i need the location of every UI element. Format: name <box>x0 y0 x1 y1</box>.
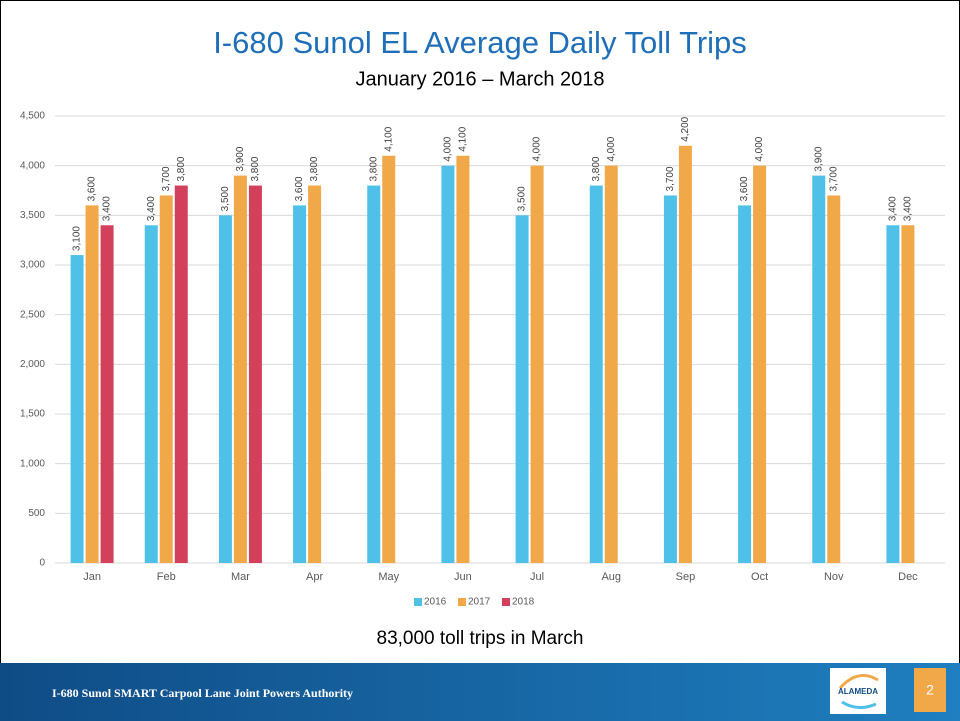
logo-arc <box>838 674 879 690</box>
bar <box>901 225 915 563</box>
y-tick-label: 0 <box>39 558 45 569</box>
data-label: 4,200 <box>680 116 691 141</box>
page-number-box <box>914 668 946 712</box>
x-tick-label: Aug <box>601 571 621 583</box>
data-label: 3,700 <box>161 166 172 191</box>
logo-text: ALAMEDA <box>838 687 878 696</box>
x-tick-label: Nov <box>824 571 844 583</box>
bar <box>308 185 322 564</box>
x-tick-label: Apr <box>306 571 323 583</box>
data-label: 3,600 <box>294 176 305 201</box>
x-tick-label: May <box>378 571 399 583</box>
data-label: 4,100 <box>383 126 394 151</box>
bar <box>886 225 900 563</box>
bar <box>530 165 544 563</box>
data-label: 3,700 <box>665 166 676 191</box>
page-number: 2 <box>926 682 934 698</box>
y-tick-label: 2,500 <box>20 309 45 320</box>
bar <box>85 205 99 563</box>
data-label: 3,800 <box>309 156 320 181</box>
bar <box>218 215 232 564</box>
y-tick-label: 3,500 <box>20 210 45 221</box>
annotation: 83,000 toll trips in March <box>377 628 584 649</box>
bar <box>812 175 826 563</box>
legend-swatch <box>502 598 510 606</box>
bar <box>159 195 173 563</box>
data-label: 4,100 <box>458 126 469 151</box>
bar <box>753 165 767 563</box>
legend-swatch <box>458 598 466 606</box>
data-label: 3,400 <box>888 196 899 221</box>
bar <box>248 185 262 564</box>
data-label: 3,900 <box>235 146 246 171</box>
y-tick-label: 500 <box>28 508 45 519</box>
bar <box>678 145 692 564</box>
x-tick-label: Sep <box>676 571 696 583</box>
y-tick-label: 1,000 <box>20 458 45 469</box>
bar <box>100 225 114 563</box>
bar <box>233 175 247 563</box>
chart-subtitle: January 2016 – March 2018 <box>355 68 604 90</box>
bar <box>70 255 84 564</box>
x-tick-label: Jul <box>530 571 544 583</box>
data-label: 4,000 <box>606 136 617 161</box>
bar <box>174 185 188 564</box>
data-label: 3,400 <box>102 196 113 221</box>
data-label: 3,800 <box>368 156 379 181</box>
x-tick-label: Jun <box>454 571 472 583</box>
footer-text: I-680 Sunol SMART Carpool Lane Joint Pow… <box>52 686 353 700</box>
data-label: 4,000 <box>754 136 765 161</box>
data-label: 3,600 <box>739 176 750 201</box>
y-tick-label: 1,500 <box>20 409 45 420</box>
y-tick-label: 4,500 <box>20 111 45 122</box>
bar <box>827 195 841 563</box>
data-label: 3,100 <box>72 226 83 251</box>
x-tick-label: Feb <box>157 571 176 583</box>
x-tick-label: Mar <box>231 571 250 583</box>
y-tick-label: 3,000 <box>20 260 45 271</box>
bar <box>367 185 381 564</box>
data-label: 3,600 <box>87 176 98 201</box>
legend-label: 2018 <box>512 597 535 608</box>
bar <box>382 155 396 563</box>
legend-label: 2016 <box>424 597 447 608</box>
data-label: 3,400 <box>146 196 157 221</box>
data-label: 4,000 <box>532 136 543 161</box>
bar <box>456 155 470 563</box>
data-label: 3,700 <box>828 166 839 191</box>
data-label: 3,800 <box>176 156 187 181</box>
bar <box>604 165 618 563</box>
data-label: 3,800 <box>250 156 261 181</box>
legend-label: 2017 <box>468 597 491 608</box>
bar <box>293 205 307 563</box>
bar <box>441 165 455 563</box>
data-label: 3,500 <box>517 186 528 211</box>
data-label: 3,900 <box>813 146 824 171</box>
bar <box>663 195 677 563</box>
logo-arc <box>841 700 877 709</box>
bar <box>738 205 752 563</box>
chart-title: I-680 Sunol EL Average Daily Toll Trips <box>213 25 747 60</box>
data-label: 3,800 <box>591 156 602 181</box>
x-tick-label: Dec <box>898 571 918 583</box>
x-tick-label: Jan <box>83 571 101 583</box>
data-label: 4,000 <box>443 136 454 161</box>
y-tick-label: 4,000 <box>20 160 45 171</box>
bar <box>515 215 529 564</box>
x-tick-label: Oct <box>751 571 768 583</box>
footer-bar <box>0 663 960 721</box>
bar <box>144 225 158 563</box>
data-label: 3,500 <box>220 186 231 211</box>
bar <box>589 185 603 564</box>
data-label: 3,400 <box>903 196 914 221</box>
y-tick-label: 2,000 <box>20 359 45 370</box>
legend-swatch <box>414 598 422 606</box>
